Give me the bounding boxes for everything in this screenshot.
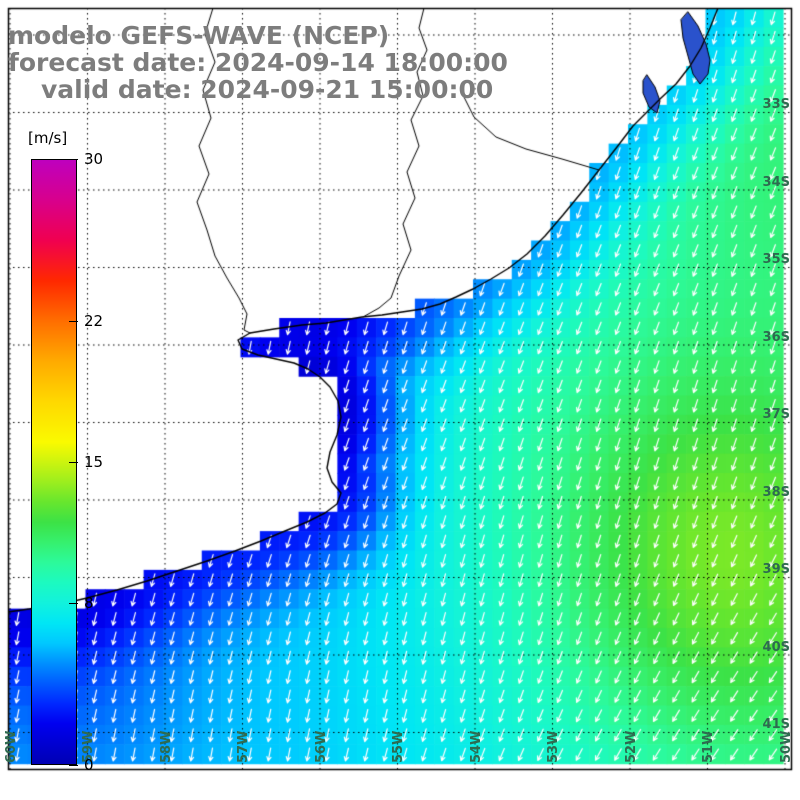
colorbar-unit-label: [m/s]: [28, 129, 68, 147]
colorbar-tick-mark: [69, 765, 78, 766]
colorbar-tick-label: 0: [84, 756, 94, 774]
colorbar-tick-label: 8: [84, 594, 94, 613]
map-title-block: modelo GEFS-WAVE (NCEP) forecast date: 2…: [8, 22, 508, 103]
valid-date: valid date: 2024-09-21 15:00:00: [41, 75, 494, 104]
colorbar-tick-mark: [69, 159, 78, 160]
colorbar-tick-mark: [69, 462, 78, 463]
model-title: modelo GEFS-WAVE (NCEP): [8, 21, 390, 50]
colorbar-tick-mark: [69, 320, 78, 322]
forecast-date: forecast date: 2024-09-14 18:00:00: [8, 48, 508, 77]
colorbar-tick-label: 22: [84, 311, 104, 330]
colorbar-tick-label: 15: [84, 453, 104, 471]
colorbar-tick-mark: [69, 603, 78, 605]
colorbar-tick-label: 30: [84, 150, 104, 168]
